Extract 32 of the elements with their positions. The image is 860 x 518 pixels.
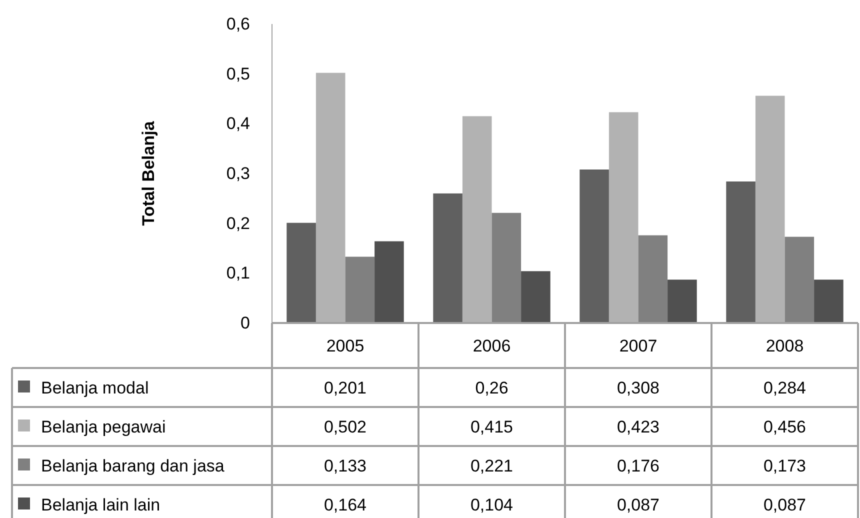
- x-tick-label: 2007: [619, 336, 658, 356]
- data-label: 0,104: [470, 496, 514, 514]
- x-tick-label: 2005: [326, 336, 364, 356]
- y-tick-label: 0: [240, 313, 250, 332]
- x-tick-label: 2006: [472, 336, 511, 356]
- y-tick-label: 0,1: [226, 264, 250, 283]
- x-tick-label: 2008: [766, 336, 804, 356]
- data-label: 0,308: [616, 378, 660, 398]
- legend-label: Belanja barang dan jasa: [41, 456, 225, 476]
- y-axis-title: Total Belanja: [139, 120, 158, 226]
- legend-label: Belanja lain lain: [41, 496, 160, 514]
- y-tick-label: 0,5: [226, 64, 250, 84]
- data-label: 0,502: [324, 418, 367, 436]
- data-label: 0,164: [324, 496, 367, 514]
- legend-label: Belanja modal: [41, 378, 149, 398]
- data-label: 0,176: [616, 456, 660, 476]
- y-tick-label: 0,6: [226, 14, 250, 34]
- data-label: 0,201: [324, 378, 367, 398]
- legend-label: Belanja pegawai: [41, 418, 166, 436]
- data-label: 0,26: [475, 378, 508, 398]
- data-label: 0,415: [470, 418, 514, 436]
- y-tick-label: 0,2: [226, 214, 250, 233]
- y-tick-label: 0,4: [226, 114, 250, 134]
- data-label: 0,284: [763, 378, 806, 398]
- data-label: 0,087: [763, 496, 806, 514]
- data-label: 0,423: [616, 418, 660, 436]
- data-label: 0,087: [616, 496, 660, 514]
- data-label: 0,173: [763, 456, 806, 476]
- data-label: 0,221: [470, 456, 514, 476]
- data-label: 0,133: [324, 456, 367, 476]
- y-tick-label: 0,3: [226, 164, 250, 183]
- data-label: 0,456: [763, 418, 806, 436]
